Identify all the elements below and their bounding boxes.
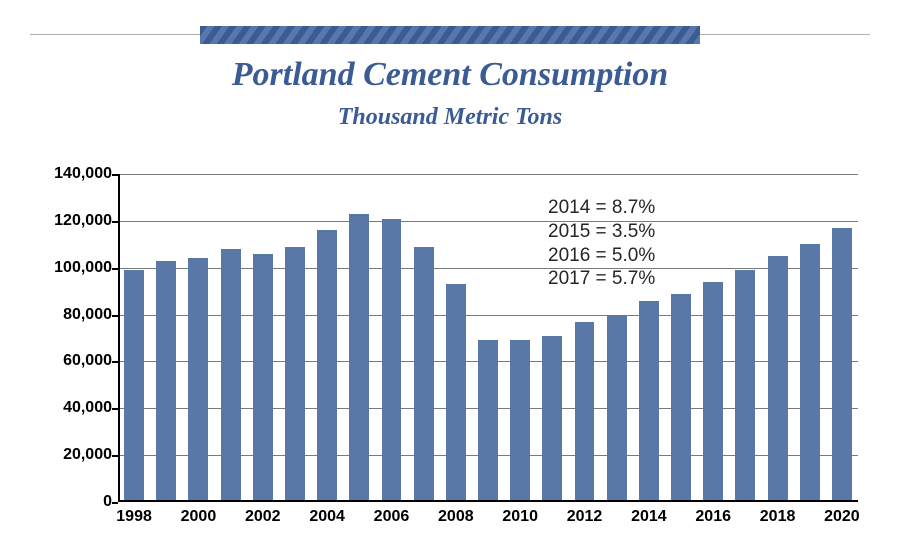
bar [639,301,659,502]
bar [703,282,723,502]
x-tick-label: 2008 [438,502,474,526]
annotation-line: 2015 = 3.5% [548,220,655,244]
y-tick-label: 140,000 [54,165,118,183]
bar [156,261,176,502]
x-tick-label: 1998 [116,502,152,526]
bar [188,258,208,502]
y-tick-label: 80,000 [63,306,118,324]
x-tick-label: 2010 [502,502,538,526]
bar [542,336,562,502]
x-tick-label: 2018 [760,502,796,526]
x-tick-label: 2000 [181,502,217,526]
chart-subtitle: Thousand Metric Tons [0,104,900,131]
page: Portland Cement Consumption Thousand Met… [0,0,900,560]
bar [446,284,466,502]
y-axis [118,174,120,502]
chart: 020,00040,00060,00080,000100,000120,0001… [40,160,860,540]
x-tick-label: 2020 [824,502,860,526]
annotation-line: 2016 = 5.0% [548,244,655,268]
bar [414,247,434,502]
x-tick-label: 2004 [309,502,345,526]
gridline [118,174,858,175]
x-tick-label: 2006 [374,502,410,526]
bar [382,219,402,502]
bar [768,256,788,502]
bar [221,249,241,502]
gridline [118,221,858,222]
x-axis [118,500,858,502]
x-tick-label: 2002 [245,502,281,526]
bar [510,340,530,502]
bar [735,270,755,502]
x-tick-label: 2014 [631,502,667,526]
y-tick-label: 40,000 [63,399,118,417]
bar [671,294,691,503]
growth-annotations: 2014 = 8.7%2015 = 3.5%2016 = 5.0%2017 = … [548,196,655,291]
bar [317,230,337,502]
annotation-line: 2014 = 8.7% [548,196,655,220]
y-tick-label: 120,000 [54,212,118,230]
bar [478,340,498,502]
y-tick-label: 100,000 [54,259,118,277]
x-tick-label: 2012 [567,502,603,526]
y-tick-label: 20,000 [63,446,118,464]
bar [349,214,369,502]
y-tick-label: 60,000 [63,352,118,370]
bar [124,270,144,502]
x-tick-label: 2016 [695,502,731,526]
bar [800,244,820,502]
annotation-line: 2017 = 5.7% [548,267,655,291]
header-ribbon [200,26,700,44]
chart-title: Portland Cement Consumption [0,56,900,94]
bar [575,322,595,502]
bar [607,315,627,502]
plot-area: 020,00040,00060,00080,000100,000120,0001… [118,174,858,502]
bar [253,254,273,502]
bar [832,228,852,502]
bar [285,247,305,502]
